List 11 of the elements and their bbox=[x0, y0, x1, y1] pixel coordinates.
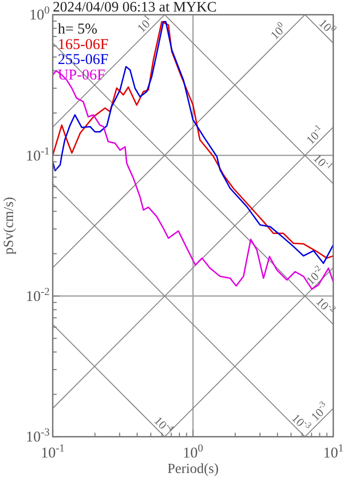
y-axis-title: pSv(cm/s) bbox=[2, 196, 17, 254]
x-tick-label: 10$^{1}$ bbox=[323, 442, 344, 462]
chart-title: 2024/04/09 06:13 at MYKC bbox=[52, 0, 217, 16]
annotation: h= 5% bbox=[58, 22, 98, 38]
x-axis-title: Period(s) bbox=[167, 462, 219, 477]
x-tick-label: 10$^{0}$ bbox=[182, 442, 204, 462]
y-tick-label: 10$^{-2}$ bbox=[26, 286, 50, 306]
text: 165-06F bbox=[58, 36, 109, 53]
y-tick-label: 10$^{0}$ bbox=[29, 4, 50, 24]
series-label: 255-06F bbox=[58, 52, 109, 68]
y-tick-label: 10$^{-1}$ bbox=[26, 145, 50, 164]
